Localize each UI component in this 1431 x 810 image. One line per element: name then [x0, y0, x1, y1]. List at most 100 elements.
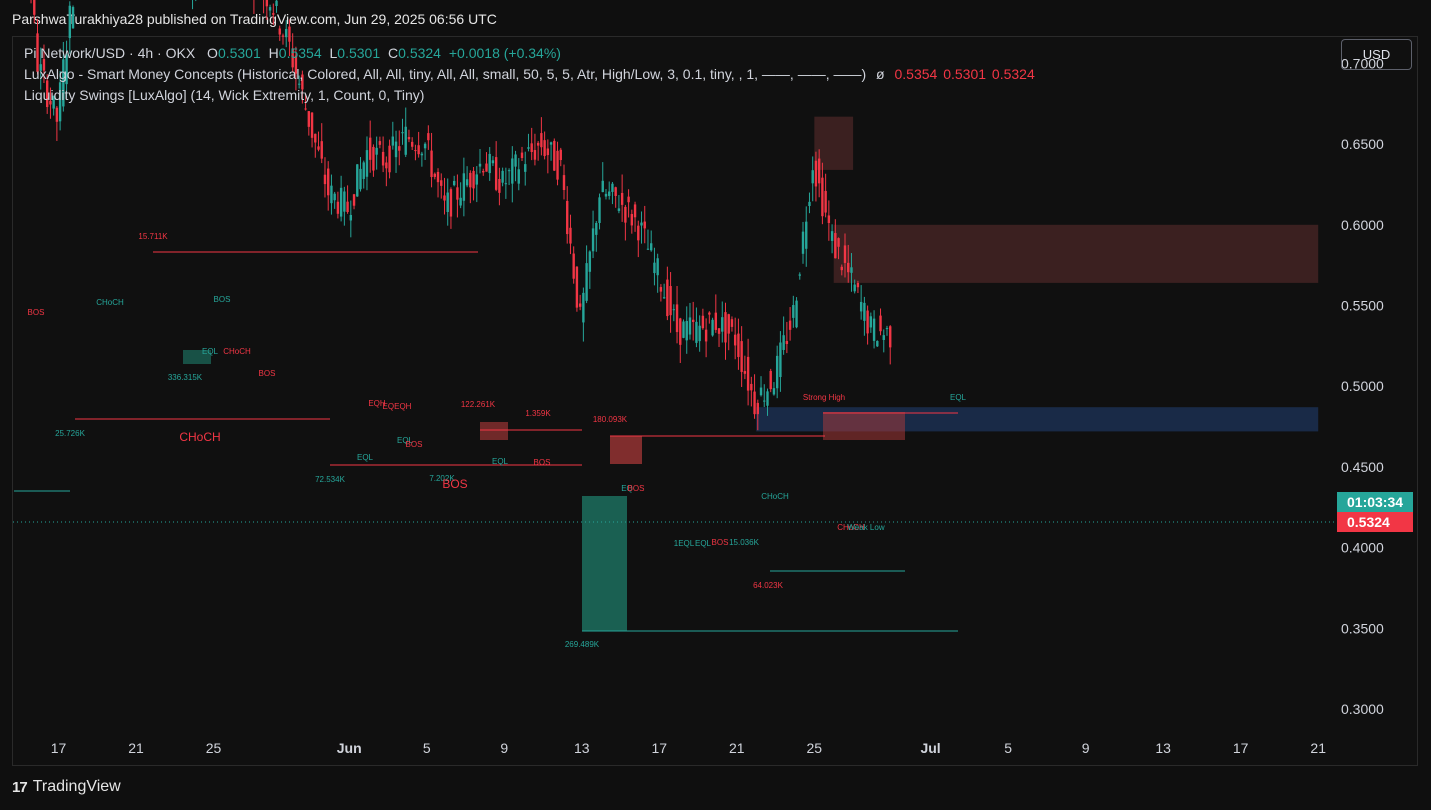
candle-body — [850, 267, 853, 273]
candle-body — [869, 316, 873, 328]
candle-body — [640, 222, 643, 226]
candle-body — [62, 59, 65, 107]
candle-body — [637, 225, 640, 241]
open-label: O — [207, 45, 218, 61]
candle-body — [462, 173, 466, 201]
annotation-1eql: 1EQL — [674, 539, 695, 548]
candle-body — [821, 177, 824, 217]
candle-body — [540, 133, 543, 148]
annotation-bos: BOS — [259, 369, 276, 378]
candle-body — [469, 172, 472, 188]
time-tick-label: 21 — [128, 740, 144, 756]
legend-indicator-1[interactable]: LuxAlgo - Smart Money Concepts (Historic… — [24, 66, 1035, 82]
candle-body — [549, 142, 553, 145]
candle-body — [336, 201, 340, 214]
candle-body — [362, 162, 365, 179]
open-value: 0.5301 — [217, 45, 261, 61]
candle-body — [349, 214, 353, 221]
low-label: L — [329, 45, 338, 61]
candle-body — [352, 194, 356, 206]
candle-body — [285, 28, 288, 38]
candle-body — [876, 340, 879, 347]
symbol-label[interactable]: Pi Network/USD · 4h · OKX — [24, 45, 196, 61]
candle-body — [788, 320, 792, 330]
annotation-15-711k: 15.711K — [138, 232, 168, 241]
footer-branding[interactable]: 17 TradingView — [12, 778, 121, 796]
candle-body — [656, 258, 659, 276]
candle-body — [507, 170, 511, 172]
candle-body — [859, 301, 863, 312]
candle-body — [488, 153, 491, 174]
close-value: 0.5324 — [398, 45, 441, 61]
candle-body — [275, 0, 278, 7]
indicator-2-name[interactable]: Liquidity Swings [LuxAlgo] (14, Wick Ext… — [24, 87, 425, 103]
candle-body — [604, 193, 608, 197]
candle-body — [572, 253, 575, 279]
structure-lines-layer — [13, 251, 1336, 632]
candle-body — [443, 195, 446, 201]
candle-body — [420, 153, 424, 156]
candle-body — [837, 238, 840, 247]
price-tick-label: 0.4500 — [1341, 459, 1384, 475]
candle-body — [863, 302, 866, 321]
candle-body — [808, 201, 811, 207]
candle-body — [569, 227, 572, 244]
candle-body — [365, 150, 369, 177]
price-tick-label: 0.3500 — [1341, 620, 1384, 636]
indicator-1-name[interactable]: LuxAlgo - Smart Money Concepts (Historic… — [24, 66, 867, 82]
candle-body — [882, 335, 885, 341]
annotation-choch: CHoCH — [223, 347, 251, 356]
candle-body — [617, 208, 621, 211]
candle-body — [339, 187, 343, 217]
high-value: 0.5354 — [278, 45, 322, 61]
candle-body — [672, 309, 676, 311]
legend-indicator-2[interactable]: Liquidity Swings [LuxAlgo] (14, Wick Ext… — [24, 87, 424, 103]
time-tick-label: 9 — [500, 740, 508, 756]
candle-body — [721, 317, 724, 332]
candle-body — [42, 59, 46, 71]
time-tick-label: 25 — [807, 740, 823, 756]
candle-body — [614, 187, 617, 196]
candle-body — [889, 326, 892, 348]
candle-body — [708, 312, 711, 315]
candle-body — [304, 108, 307, 110]
supply-zone — [833, 224, 1319, 283]
candle-body — [58, 82, 62, 122]
candle-body — [317, 146, 320, 150]
currency-button[interactable]: USD — [1341, 39, 1412, 70]
candle-body — [630, 214, 634, 226]
price-tick-label: 0.5000 — [1341, 378, 1384, 394]
annotation-choch: CHoCH — [179, 430, 220, 444]
candle-body — [691, 319, 695, 322]
candle-body — [872, 318, 876, 341]
candle-body — [288, 26, 291, 42]
candle-body — [704, 329, 708, 342]
candle-body — [482, 170, 485, 173]
candle-body — [627, 196, 630, 203]
candle-body — [297, 83, 301, 85]
zones-layer — [183, 116, 1319, 631]
chart-frame[interactable] — [12, 36, 1418, 766]
candle-body — [524, 164, 527, 172]
annotation-bos: BOS — [442, 477, 467, 491]
candle-body — [769, 370, 772, 390]
candle-body — [68, 5, 72, 39]
candle-body — [530, 143, 533, 153]
candle-body — [65, 54, 68, 85]
time-tick-label: 17 — [1233, 740, 1249, 756]
candle-body — [71, 7, 75, 29]
annotation-choch: CHoCH — [96, 298, 124, 307]
candle-body — [847, 262, 850, 273]
candle-body — [436, 171, 440, 183]
candle-body — [388, 145, 391, 173]
supply-zone — [814, 116, 854, 170]
candle-body — [727, 314, 730, 334]
candle-body — [834, 233, 837, 259]
candle-body — [33, 0, 36, 15]
candle-body — [701, 315, 705, 329]
candle-body — [398, 146, 401, 151]
candle-body — [527, 147, 530, 149]
candle-body — [746, 356, 750, 391]
candle-body — [375, 147, 378, 155]
